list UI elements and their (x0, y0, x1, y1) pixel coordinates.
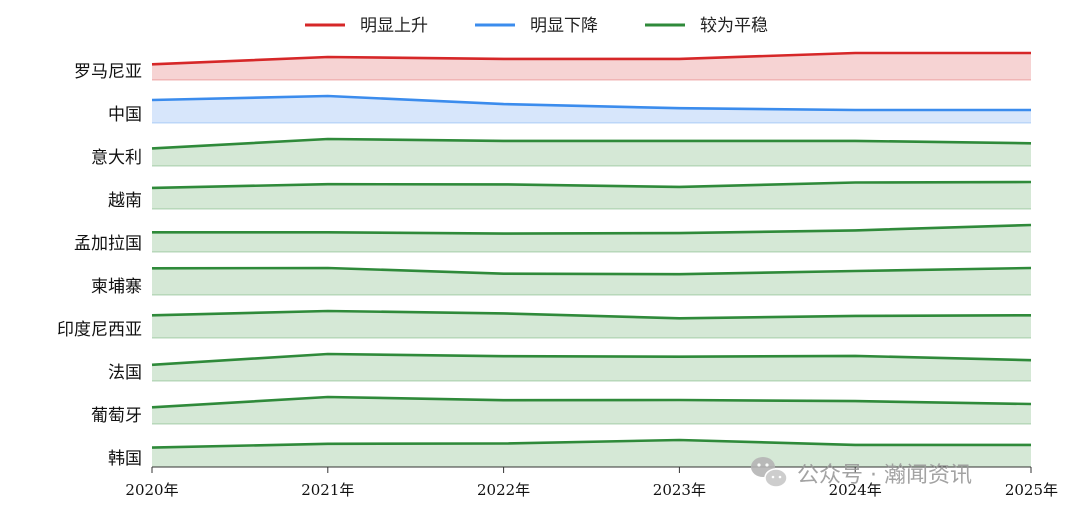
row-2: 中国 (108, 96, 1031, 125)
row-label-10: 韩国 (108, 449, 142, 469)
row-3: 意大利 (91, 139, 1031, 168)
area-6 (152, 268, 1031, 295)
x-tick-label-2: 2021年 (301, 481, 354, 499)
row-1: 罗马尼亚 (74, 53, 1031, 82)
row-5: 孟加拉国 (74, 225, 1031, 254)
area-1 (152, 53, 1031, 80)
row-7: 印度尼西亚 (57, 311, 1031, 340)
row-6: 柬埔寨 (91, 268, 1031, 297)
area-3 (152, 139, 1031, 166)
row-label-6: 柬埔寨 (91, 277, 142, 297)
legend-label-up: 明显上升 (360, 16, 428, 36)
row-label-5: 孟加拉国 (74, 234, 142, 254)
row-label-3: 意大利 (91, 148, 142, 168)
x-tick-label-1: 2020年 (125, 481, 178, 499)
row-label-2: 中国 (108, 105, 142, 125)
legend: 明显上升 明显下降 较为平稳 (305, 16, 768, 36)
row-9: 葡萄牙 (91, 397, 1031, 426)
legend-label-flat: 较为平稳 (700, 16, 768, 36)
row-label-4: 越南 (108, 191, 142, 211)
watermark-text: 公众号 · 瀚闻资讯 (797, 463, 972, 488)
row-label-9: 葡萄牙 (91, 406, 142, 426)
legend-label-down: 明显下降 (530, 16, 598, 36)
row-label-8: 法国 (108, 363, 142, 383)
row-8: 法国 (108, 354, 1031, 383)
x-tick-label-3: 2022年 (477, 481, 530, 499)
row-label-7: 印度尼西亚 (57, 320, 142, 340)
x-tick-label-4: 2023年 (653, 481, 706, 499)
x-tick-label-6: 2025年 (1005, 481, 1058, 499)
row-label-1: 罗马尼亚 (74, 62, 142, 82)
row-4: 越南 (108, 182, 1031, 211)
